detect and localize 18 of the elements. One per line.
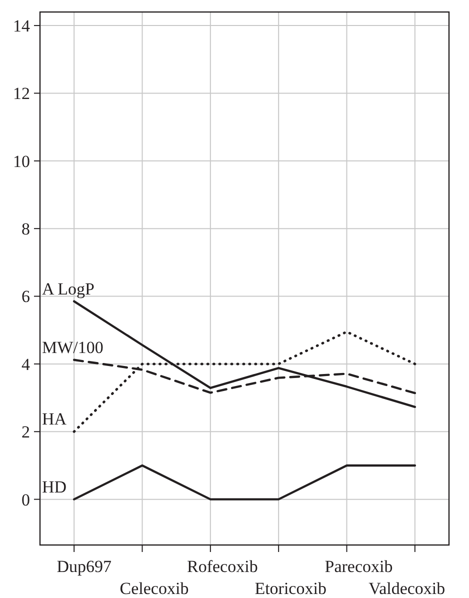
x-tick-label: Rofecoxib xyxy=(187,557,258,576)
y-tick-label: 10 xyxy=(13,152,30,171)
x-tick-label: Parecoxib xyxy=(324,557,393,576)
y-tick-label: 8 xyxy=(22,220,30,239)
x-tick-label: Celecoxib xyxy=(120,579,189,598)
y-tick-label: 14 xyxy=(13,16,30,36)
y-tick-label: 6 xyxy=(22,287,30,306)
series-label: HD xyxy=(42,477,67,496)
series-label: HA xyxy=(42,410,68,429)
series-label: MW/100 xyxy=(42,338,104,357)
x-tick-label: Valdecoxib xyxy=(368,579,446,598)
x-tick-label: Dup697 xyxy=(56,557,112,576)
y-tick-label: 12 xyxy=(13,84,30,104)
y-tick-label: 2 xyxy=(22,422,30,442)
y-tick-label: 0 xyxy=(22,490,30,510)
y-tick-label: 4 xyxy=(22,354,30,374)
x-tick-label: Etoricoxib xyxy=(254,579,326,598)
series-label: A LogP xyxy=(42,279,94,298)
